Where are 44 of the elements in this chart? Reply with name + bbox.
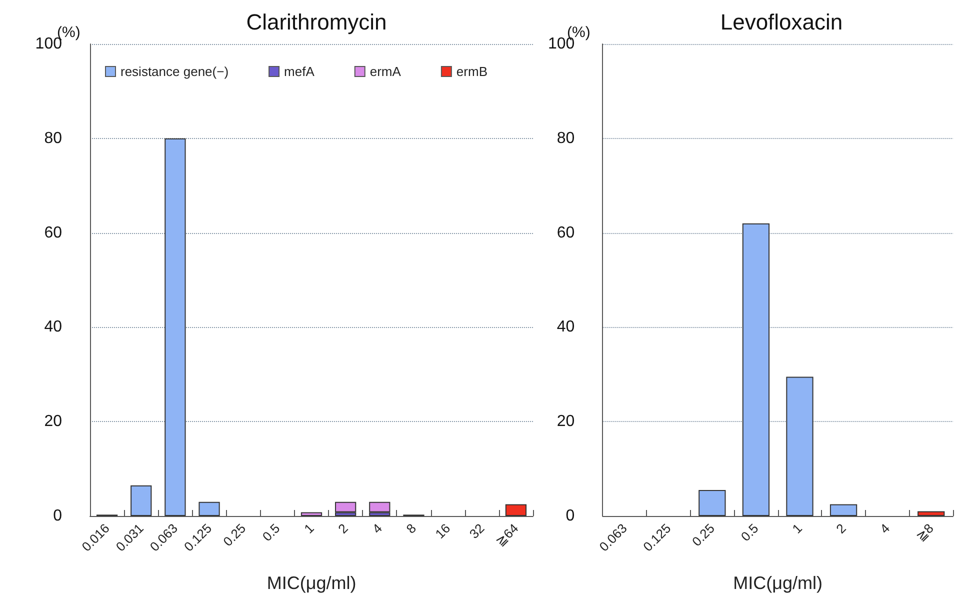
y-tick-label: 20: [44, 413, 62, 430]
bar: [300, 512, 322, 516]
y-tick-label: 0: [566, 508, 575, 524]
x-tick-label: ≧8: [912, 520, 936, 544]
y-tick-label: 60: [44, 224, 62, 242]
x-tick-label: 16: [432, 520, 454, 542]
chart-title: Levofloxacin: [720, 10, 843, 34]
y-tick-label: 40: [44, 318, 62, 336]
legend-label: resistance gene(−): [120, 64, 229, 79]
x-tick-label: 0.25: [688, 520, 718, 550]
x-tick-label: 4: [369, 520, 385, 536]
x-tick-label: 1: [789, 520, 806, 536]
x-tick-label: 32: [466, 520, 488, 542]
bar: [918, 511, 945, 516]
bar: [198, 502, 220, 516]
legend-label: ermA: [370, 64, 402, 79]
y-tick-label: 20: [556, 413, 575, 430]
y-tick-label: 40: [556, 318, 575, 336]
bar: [698, 490, 726, 516]
x-tick-label: 4: [876, 520, 893, 536]
x-tick-label: 8: [403, 520, 420, 536]
legend-label: ermB: [456, 64, 488, 79]
chart-title: Clarithromycin: [246, 10, 387, 34]
x-tick-label: 2: [335, 520, 351, 536]
y-tick-label: 0: [53, 508, 62, 524]
x-axis-title: MIC(μg/ml): [733, 573, 823, 593]
x-tick-label: 0.5: [259, 520, 283, 544]
y-tick-label: 80: [556, 130, 575, 147]
x-tick-label: 0.25: [220, 520, 249, 550]
bar: [786, 376, 814, 516]
x-axis-title: MIC(μg/ml): [266, 573, 356, 593]
legend-label: mefA: [284, 64, 315, 79]
x-tick-label: 1: [301, 520, 317, 536]
bar: [830, 504, 858, 516]
bar: [130, 485, 152, 516]
bar: [335, 502, 356, 512]
y-tick-label: 60: [556, 224, 575, 242]
x-tick-label: 0.5: [738, 520, 762, 544]
x-tick-label: 2: [833, 520, 849, 536]
bar: [742, 223, 770, 516]
bar: [505, 504, 527, 516]
bar: [164, 138, 186, 516]
y-tick-label: 80: [44, 130, 62, 147]
bar: [369, 502, 390, 512]
